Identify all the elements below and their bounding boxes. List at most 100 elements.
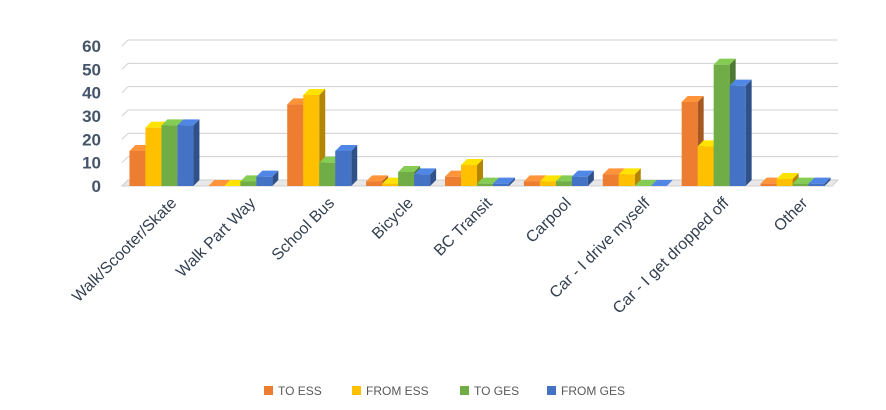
bar-side	[509, 177, 515, 186]
y-axis-ticks: 0 10 20 30 40 50 60	[82, 37, 101, 196]
bar-front	[161, 125, 178, 186]
bar	[681, 96, 704, 186]
gridline-depth	[121, 156, 129, 164]
bar-front	[808, 183, 825, 186]
legend-item: TO GES	[460, 384, 519, 398]
legend-label: FROM GES	[561, 384, 625, 398]
bar-front	[681, 102, 698, 186]
gridline-depth	[121, 109, 129, 117]
bar-top	[398, 166, 421, 172]
bar-top	[493, 177, 515, 184]
bar-top	[792, 177, 815, 184]
bar	[256, 170, 279, 186]
bar	[414, 168, 437, 186]
x-tick-label: Bicycle	[369, 195, 417, 243]
bars	[129, 58, 831, 186]
bar-top	[681, 96, 704, 102]
bar-side	[430, 168, 437, 186]
bar-front	[523, 181, 540, 186]
gridline-depth	[121, 132, 129, 140]
legend-item: FROM ESS	[352, 384, 429, 398]
bar-front	[555, 181, 572, 186]
bar-top	[776, 173, 799, 179]
bar-side	[272, 170, 279, 186]
bar-side	[587, 170, 594, 186]
bar-side	[634, 168, 641, 186]
bar-front	[303, 95, 320, 186]
bar-top	[602, 168, 625, 175]
bar-top	[366, 175, 389, 182]
bar-front	[697, 146, 714, 186]
bar-top	[571, 170, 594, 177]
bar-side	[193, 119, 200, 186]
x-tick-label: Walk Part Way	[173, 195, 259, 281]
bar-side	[824, 177, 831, 186]
bar-front	[729, 85, 746, 186]
legend-swatch	[352, 386, 361, 395]
bar-front	[445, 176, 461, 186]
bar-front	[335, 151, 352, 186]
bar-front	[129, 151, 146, 186]
bar-front	[414, 174, 431, 186]
bar-front	[571, 176, 588, 186]
bar-top	[335, 145, 358, 151]
bar-top	[208, 180, 231, 186]
bar-front	[618, 174, 635, 186]
bar-top	[729, 79, 752, 86]
legend-label: TO ESS	[278, 384, 322, 398]
bar-side	[351, 145, 358, 186]
legend-item: FROM GES	[547, 384, 625, 398]
gridline-depth	[121, 62, 129, 70]
x-tick-label: BC Transit	[431, 194, 496, 259]
bar-top	[461, 159, 483, 165]
y-tick-label: 10	[82, 154, 101, 173]
bar-front	[776, 179, 793, 186]
bar	[808, 177, 831, 186]
bar-side	[745, 79, 752, 186]
bar	[729, 79, 752, 186]
y-tick-label: 20	[82, 130, 101, 149]
x-tick-label: Carpool	[523, 195, 575, 247]
bar-front	[398, 172, 415, 186]
bar-front	[713, 64, 730, 186]
bar-top	[713, 58, 736, 65]
bar-front	[287, 104, 304, 186]
bar	[650, 180, 673, 186]
bar-front	[493, 183, 509, 186]
y-tick-label: 60	[82, 37, 101, 56]
bar-front	[461, 165, 477, 186]
bar-top	[618, 168, 641, 175]
bar-front	[145, 127, 162, 186]
bar-front	[539, 181, 556, 186]
legend-swatch	[460, 386, 469, 395]
gridline-depth	[121, 86, 129, 94]
legend-swatch	[547, 386, 556, 395]
bar-top	[650, 180, 673, 186]
bar-top	[256, 170, 279, 177]
bar-top	[523, 175, 546, 182]
bar-front	[760, 183, 777, 186]
legend-label: FROM ESS	[366, 384, 429, 398]
bar-top	[161, 119, 184, 126]
bar-front	[319, 162, 336, 186]
bar-front	[477, 183, 493, 186]
legend-item: TO ESS	[264, 384, 322, 398]
gridline-depth	[121, 39, 129, 47]
bar	[618, 168, 641, 186]
bar	[493, 177, 515, 186]
y-tick-label: 0	[92, 177, 101, 196]
x-tick-label: Walk/Scooter/Skate	[69, 195, 180, 306]
legend: TO ESS FROM ESS TO GES FROM GES	[264, 384, 625, 398]
legend-label: TO GES	[474, 384, 519, 398]
bar	[177, 119, 200, 186]
legend-swatch	[264, 386, 273, 395]
bar	[208, 180, 231, 186]
bar-top	[414, 168, 437, 175]
bar-front	[792, 183, 809, 186]
bar-front	[602, 174, 619, 186]
y-tick-label: 30	[82, 107, 101, 126]
x-tick-label: Other	[771, 194, 812, 235]
bar-front	[177, 125, 194, 186]
